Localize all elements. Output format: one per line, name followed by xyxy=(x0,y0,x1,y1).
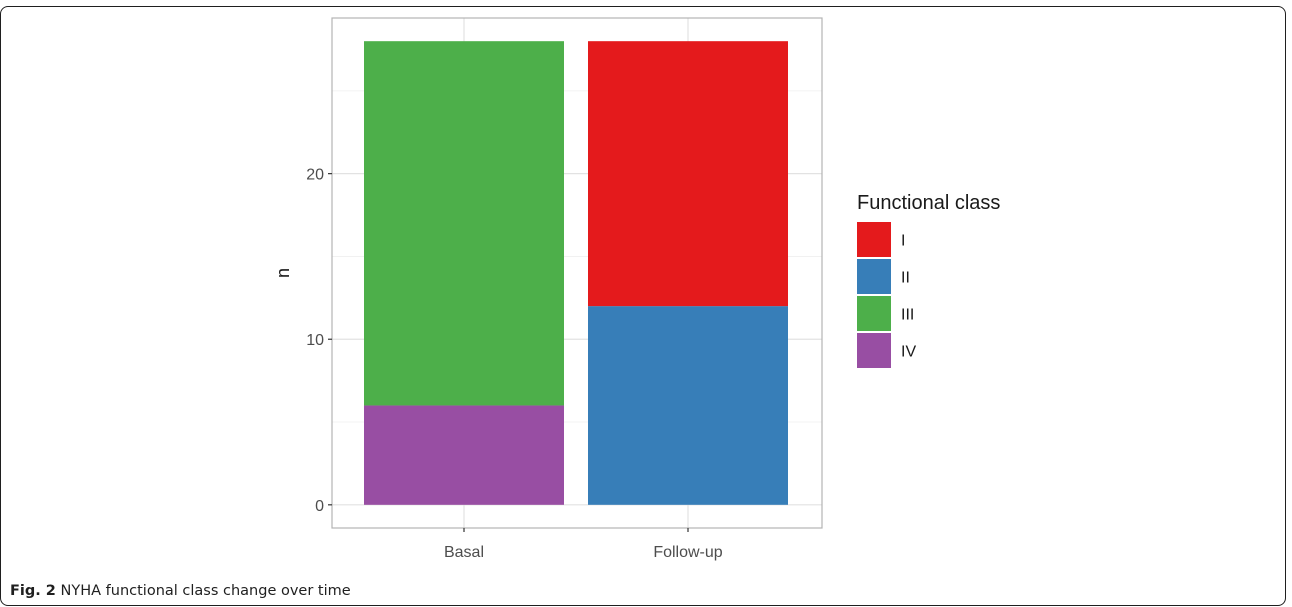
y-tick-label: 20 xyxy=(306,167,324,184)
y-axis-label: n xyxy=(273,268,293,278)
x-tick-label: Basal xyxy=(444,544,484,561)
caption-label: Fig. 2 xyxy=(10,583,56,599)
bar-segment-basal-class-iii xyxy=(364,41,564,406)
bar-segment-follow-up-class-ii xyxy=(588,306,788,505)
figure-caption: Fig. 2 NYHA functional class change over… xyxy=(10,583,351,599)
legend-title: Functional class xyxy=(857,192,1000,214)
legend-key-class-ii xyxy=(857,259,891,294)
y-tick-label: 10 xyxy=(306,332,324,349)
bar-segment-follow-up-class-i xyxy=(588,41,788,307)
legend-key-class-iii xyxy=(857,296,891,331)
legend-key-class-i xyxy=(857,222,891,257)
legend-label-class-i: I xyxy=(901,233,905,250)
legend-label-class-iii: III xyxy=(901,307,914,324)
legend-label-class-ii: II xyxy=(901,270,910,287)
legend-key-class-iv xyxy=(857,333,891,368)
legend-label-class-iv: IV xyxy=(901,344,916,361)
figure-frame xyxy=(0,6,1286,606)
x-tick-label: Follow-up xyxy=(653,544,722,561)
caption-text: NYHA functional class change over time xyxy=(60,583,351,599)
y-tick-label: 0 xyxy=(315,498,324,515)
bar-segment-basal-class-iv xyxy=(364,405,564,505)
plot-border xyxy=(331,17,823,529)
